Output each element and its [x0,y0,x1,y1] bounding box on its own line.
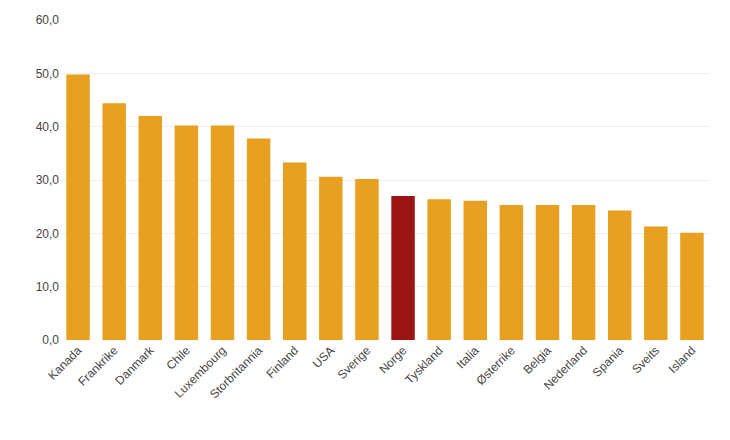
svg-text:Kanada: Kanada [45,343,84,382]
svg-text:Storbritannia: Storbritannia [207,343,265,401]
svg-text:Belgia: Belgia [520,343,554,377]
svg-text:Luxembourg: Luxembourg [172,343,229,400]
svg-text:Spania: Spania [590,343,627,380]
svg-text:Tyskland: Tyskland [402,343,445,386]
svg-text:Nederland: Nederland [541,343,590,392]
svg-text:10,0: 10,0 [36,280,60,294]
svg-text:Finland: Finland [263,343,301,381]
svg-text:Danmark: Danmark [112,343,157,388]
svg-text:USA: USA [310,343,337,370]
svg-text:Chile: Chile [164,343,193,372]
svg-text:20,0: 20,0 [36,227,60,241]
svg-text:60,0: 60,0 [36,13,60,27]
svg-text:Østerrike: Østerrike [473,343,518,388]
svg-text:Island: Island [666,343,699,376]
svg-text:Norge: Norge [376,343,409,376]
svg-text:30,0: 30,0 [36,173,60,187]
svg-text:Italia: Italia [454,343,482,371]
svg-text:Frankrike: Frankrike [75,343,120,388]
svg-text:Sveits: Sveits [629,343,662,376]
svg-text:40,0: 40,0 [36,120,60,134]
svg-text:0,0: 0,0 [42,333,59,347]
svg-text:50,0: 50,0 [36,67,60,81]
svg-text:Sverige: Sverige [335,343,374,382]
